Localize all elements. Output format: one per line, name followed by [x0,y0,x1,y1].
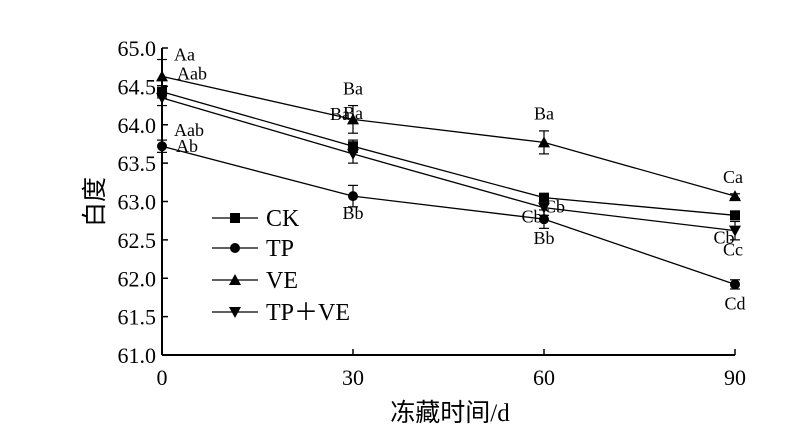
y-tick-label: 65.0 [118,36,157,61]
x-tick-label: 0 [157,365,168,390]
legend-marker [229,307,241,318]
legend-entry: TP [212,236,294,262]
legend-marker [230,213,240,223]
legend-label: TP [266,236,294,262]
significance-label: Bb [533,228,554,248]
legend: CK TP VE TP＋VE [212,206,350,326]
significance-label: Aa [174,44,195,64]
significance-label: Bb [342,203,363,223]
significance-label: Ba [343,78,363,98]
data-point [539,192,549,203]
series-1 [157,85,740,221]
series-line [161,91,736,216]
series-4 [156,89,741,241]
x-tick-label: 30 [342,365,364,390]
y-axis-title: 白度 [81,177,109,227]
legend-label: TP＋VE [266,300,350,326]
data-point [157,141,167,152]
data-point [730,210,740,221]
significance-label: Cb [713,227,734,247]
y-tick-label: 63.0 [118,190,157,215]
series-line [161,97,736,232]
data-point [729,225,741,237]
y-tick-label: 62.0 [118,266,157,291]
x-tick-label: 60 [533,365,555,390]
data-point [538,202,550,214]
significance-label: Aab [177,64,207,84]
y-tick-label: 61.5 [118,305,157,330]
data-point [729,190,741,202]
significance-label: Aab [174,120,204,140]
legend-entry: CK [212,206,300,232]
y-tick-label: 64.0 [118,113,157,138]
data-point [156,70,168,82]
legend-label: CK [266,206,300,232]
significance-label: Ba [330,104,350,124]
series-line [161,75,736,197]
data-point [156,92,168,104]
axes: 61.0 61.5 62.0 62.5 63.0 63.5 64.0 64.5 65.0 0 30 6… [118,36,747,390]
significance-label: Cb [544,197,565,217]
y-tick-label: 64.5 [118,74,157,99]
legend-marker [230,243,240,253]
data-point [538,136,550,148]
significance-label: Ab [176,136,198,156]
data-point [348,191,358,202]
series-layer [156,58,741,290]
significance-label: Cd [724,293,745,313]
legend-entry: VE [212,268,298,294]
legend-marker [229,274,241,285]
significance-label: Ba [534,103,554,123]
x-axis-title: 冻藏时间/d [390,399,510,427]
data-point [347,113,359,125]
significance-label: Ca [723,167,743,187]
x-tick-label: 90 [724,365,746,390]
y-tick-label: 63.5 [118,151,157,176]
data-point [347,148,359,160]
series-2 [157,139,740,290]
legend-entry: TP＋VE [212,300,350,326]
y-tick-label: 62.5 [118,228,157,253]
series-3 [156,58,741,202]
legend-label: VE [266,268,298,294]
y-tick-label: 61.0 [118,343,157,368]
significance-label: Cc [723,240,743,260]
significance-label: Ba [343,103,363,123]
data-point [539,214,549,225]
significance-label: Cb [521,207,542,227]
series-line [161,145,736,286]
data-point [730,279,740,290]
